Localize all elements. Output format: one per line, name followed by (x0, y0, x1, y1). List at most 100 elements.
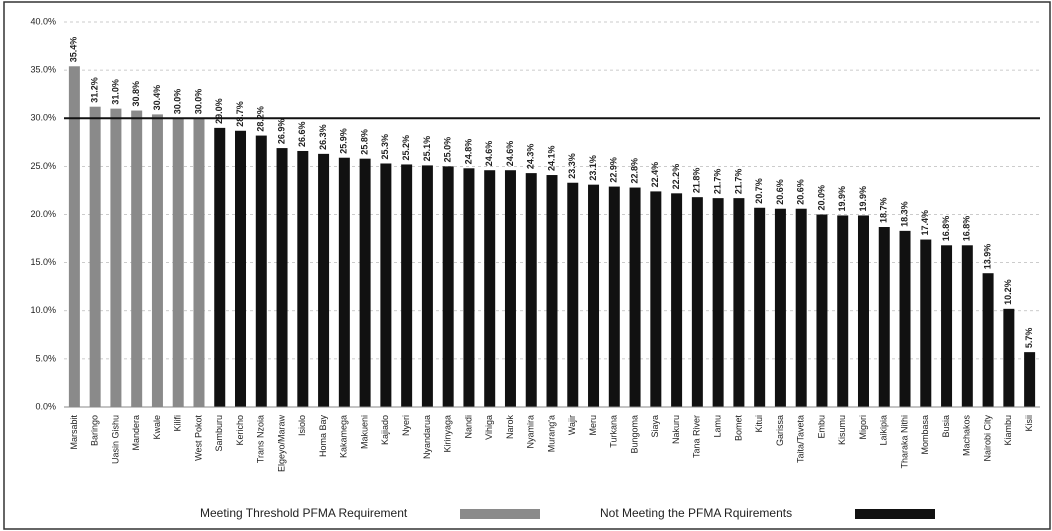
x-tick-label: Wajir (567, 415, 577, 435)
bar (899, 230, 911, 407)
value-label: 17.4% (920, 210, 930, 236)
x-tick-label: Garissa (775, 415, 785, 446)
x-tick-label: Kajiado (380, 415, 390, 445)
x-tick-label: West Pokot (193, 415, 203, 461)
value-label: 26.3% (318, 124, 328, 150)
value-label: 25.1% (422, 136, 432, 162)
bar (255, 135, 267, 407)
x-tick-label: Busia (941, 415, 951, 438)
value-label: 20.6% (796, 179, 806, 205)
x-tick-label: Siaya (650, 415, 660, 438)
x-tick-label: Nakuru (671, 415, 681, 444)
value-label: 26.6% (297, 121, 307, 147)
x-tick-label: Vihiga (484, 415, 494, 440)
x-tick-label: Lamu (713, 415, 723, 438)
value-label: 21.8% (692, 168, 702, 194)
x-tick-label: Baringo (90, 415, 100, 446)
bar (920, 239, 932, 407)
bar (380, 163, 392, 407)
bar (131, 110, 143, 408)
value-label: 30.8% (131, 81, 141, 107)
legend-swatch (855, 509, 935, 519)
x-tick-label: Kisumu (837, 415, 847, 445)
x-tick-label: Homa Bay (318, 415, 328, 458)
bar (691, 197, 703, 407)
bar (401, 164, 413, 407)
value-label: 16.8% (941, 216, 951, 242)
value-label: 26.9% (276, 119, 286, 145)
x-tick-label: Marsabit (69, 415, 79, 450)
bar (172, 118, 184, 407)
legend-label: Meeting Threshold PFMA Requirement (200, 506, 408, 520)
value-label: 25.2% (401, 135, 411, 161)
bar (442, 166, 454, 407)
value-label: 29.0% (214, 98, 224, 124)
legend-swatch (460, 509, 540, 519)
y-tick-label: 5.0% (35, 353, 56, 363)
value-label: 21.7% (733, 169, 743, 195)
x-tick-label: Narok (505, 415, 515, 440)
x-tick-label: Meru (588, 415, 598, 436)
x-tick-label: Mandera (131, 415, 141, 451)
x-tick-label: Isiolo (297, 415, 307, 436)
bar (837, 215, 849, 407)
value-label: 25.8% (359, 129, 369, 155)
value-label: 10.2% (1003, 279, 1013, 305)
bar (110, 108, 122, 407)
x-tick-label: Samburu (214, 415, 224, 452)
bar (629, 187, 641, 407)
bar (68, 66, 80, 408)
x-tick-label: Uasin Gishu (110, 415, 120, 464)
value-label: 22.2% (671, 164, 681, 190)
bar (774, 208, 786, 407)
value-label: 16.8% (962, 216, 972, 242)
x-tick-label: Tharaka Nithi (899, 415, 909, 469)
x-tick-label: Kilifi (173, 415, 183, 432)
x-tick-label: Kirinyaga (443, 415, 453, 453)
value-label: 22.4% (650, 162, 660, 188)
value-label: 31.0% (110, 79, 120, 105)
x-tick-label: Kiambu (1003, 415, 1013, 446)
value-label: 24.8% (463, 139, 473, 165)
value-label: 25.9% (339, 128, 349, 154)
y-tick-label: 15.0% (30, 257, 56, 267)
value-label: 24.6% (484, 141, 494, 167)
value-label: 20.0% (816, 185, 826, 211)
x-tick-label: Kakamega (339, 415, 349, 458)
bar (338, 157, 350, 407)
bar (650, 191, 662, 407)
bar (961, 245, 973, 407)
x-tick-label: Kitui (754, 415, 764, 433)
bar (608, 186, 620, 407)
x-tick-label: Taita/Taveta (796, 415, 806, 463)
x-tick-label: Kisii (1024, 415, 1034, 432)
bar (733, 198, 745, 407)
value-label: 23.1% (588, 155, 598, 181)
bar (754, 207, 766, 407)
bar (795, 208, 807, 407)
bar (1003, 308, 1015, 407)
value-label: 24.3% (526, 144, 536, 170)
bar (1024, 352, 1036, 407)
bar (504, 170, 516, 407)
y-tick-label: 20.0% (30, 209, 56, 219)
bar (193, 118, 205, 407)
bar (421, 165, 433, 407)
value-label: 22.8% (629, 158, 639, 184)
value-label: 23.3% (567, 153, 577, 179)
bar (567, 182, 579, 407)
x-tick-label: Nyamira (526, 415, 536, 449)
value-label: 25.0% (443, 137, 453, 163)
x-tick-label: Kericho (235, 415, 245, 446)
value-label: 20.7% (754, 178, 764, 204)
bar (816, 214, 828, 407)
x-tick-label: Tana River (692, 415, 702, 458)
value-label: 30.4% (152, 85, 162, 111)
legend-label: Not Meeting the PFMA Rquirements (600, 506, 792, 520)
x-tick-label: Mombasa (920, 415, 930, 455)
value-label: 24.6% (505, 141, 515, 167)
value-label: 18.3% (899, 201, 909, 227)
bar (89, 106, 101, 407)
bar (214, 127, 226, 407)
